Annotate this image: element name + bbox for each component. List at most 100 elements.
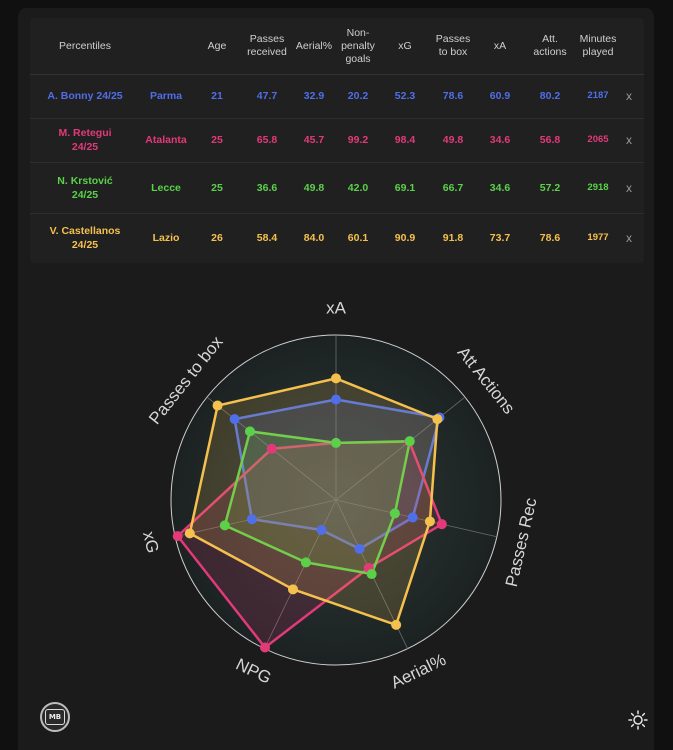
radar-point-3-5: [184, 528, 195, 539]
radar-point-3-0: [331, 373, 341, 384]
radar-point-3-1: [432, 414, 443, 425]
axis-label: xG: [139, 530, 162, 555]
percentiles-table: Percentiles Age Passes received Aerial% …: [30, 18, 644, 263]
radar-point-2-6: [244, 426, 255, 437]
age-value: 26: [211, 231, 223, 244]
radar-point-0-2: [407, 512, 418, 523]
team-name: Lazio: [152, 231, 180, 244]
passes-to-box-value: 66.7: [442, 181, 464, 194]
player-name: M. Retegui 24/25: [58, 127, 112, 153]
player-name: N. Krstović 24/25: [57, 174, 113, 201]
radar-point-2-2: [389, 508, 400, 519]
radar-point-1-5: [172, 531, 183, 542]
passes-received-value: 65.8: [256, 134, 278, 146]
aerial-value: 32.9: [303, 90, 325, 102]
header-passes-received: Passes received: [247, 33, 287, 58]
passes-received-value: 58.4: [256, 231, 278, 244]
radar-axis-line: [264, 499, 337, 649]
npg-value: 42.0: [347, 181, 369, 194]
passes-to-box-value: 91.8: [442, 231, 464, 244]
radar-point-3-3: [391, 619, 402, 630]
passes-received-value: 36.6: [256, 181, 278, 194]
xa-value: 60.9: [489, 90, 511, 102]
radar-point-0-4: [316, 525, 327, 536]
att-actions-value: 80.2: [539, 90, 561, 102]
aerial-value: 45.7: [303, 134, 325, 146]
xa-value: 34.6: [489, 134, 511, 146]
radar-point-3-6: [212, 400, 223, 411]
axis-label: Aerial%: [388, 650, 449, 693]
radar-point-0-5: [246, 514, 257, 525]
npg-value: 60.1: [347, 231, 369, 244]
radar-point-2-0: [331, 437, 341, 448]
remove-player-button[interactable]: x: [626, 89, 632, 103]
age-value: 21: [211, 90, 223, 102]
team-name: Atalanta: [145, 134, 187, 146]
radar-point-1-4: [259, 642, 270, 653]
radar-point-0-0: [331, 394, 341, 405]
table-header: Percentiles Age Passes received Aerial% …: [30, 18, 644, 75]
radar-point-2-5: [219, 520, 230, 531]
team-name: Parma: [149, 90, 183, 102]
remove-player-button[interactable]: x: [626, 133, 632, 147]
minutes-value: 1977: [587, 231, 609, 243]
radar-axis-line: [335, 396, 466, 501]
remove-player-button[interactable]: x: [626, 230, 632, 245]
player-name: A. Bonny 24/25: [47, 90, 123, 102]
radar-point-3-4: [287, 584, 298, 595]
radar-series-1: [176, 440, 444, 649]
minutes-value: 2187: [587, 90, 609, 101]
radar-point-1-2: [436, 519, 447, 530]
age-value: 25: [211, 134, 223, 146]
aerial-value: 49.8: [303, 181, 325, 194]
radar-point-2-4: [300, 557, 311, 568]
player-name: V. Castellanos 24/25: [49, 224, 121, 251]
age-value: 25: [211, 181, 223, 194]
xa-value: 73.7: [489, 231, 511, 244]
radar-point-0-6: [229, 414, 240, 425]
header-percentiles: Percentiles: [59, 39, 111, 52]
radar-series-3: [188, 377, 439, 627]
logo-text: MB: [45, 709, 65, 725]
header-xa: xA: [493, 39, 507, 52]
sun-icon[interactable]: [628, 710, 648, 730]
aerial-value: 84.0: [303, 231, 325, 244]
table-row-krstovic: N. Krstović 24/25 Lecce 25 36.6 49.8 42.…: [30, 162, 644, 214]
minutes-value: 2065: [587, 134, 609, 145]
header-passes-to-box: Passes to box: [435, 33, 471, 58]
passes-received-value: 47.7: [256, 90, 278, 102]
radar-point-2-1: [404, 436, 415, 447]
header-att-actions: Att. actions: [533, 33, 567, 58]
xg-value: 98.4: [394, 134, 416, 146]
passes-to-box-value: 49.8: [442, 134, 464, 146]
radar-series-2: [223, 430, 412, 576]
mb-logo-icon: MB: [40, 702, 70, 732]
att-actions-value: 56.8: [539, 134, 561, 146]
axis-label: NPG: [233, 655, 274, 688]
xg-value: 90.9: [394, 231, 416, 244]
remove-player-button[interactable]: x: [626, 180, 632, 195]
xg-value: 52.3: [394, 90, 416, 102]
table-row-retegui: M. Retegui 24/25 Atalanta 25 65.8 45.7 9…: [30, 118, 644, 163]
table-row-bonny: A. Bonny 24/25 Parma 21 47.7 32.9 20.2 5…: [30, 74, 644, 119]
header-aerial: Aerial%: [295, 39, 333, 52]
header-xg: xG: [398, 39, 412, 52]
radar-point-0-3: [354, 543, 365, 554]
att-actions-value: 57.2: [539, 181, 561, 194]
header-npg: Non- penalty goals: [341, 26, 375, 65]
header-minutes-played: Minutes played: [579, 33, 617, 58]
table-row-castellanos: V. Castellanos 24/25 Lazio 26 58.4 84.0 …: [30, 213, 644, 262]
npg-value: 99.2: [347, 134, 369, 146]
team-name: Lecce: [151, 181, 181, 194]
radar-point-3-2: [424, 516, 435, 527]
npg-value: 20.2: [347, 90, 369, 102]
xg-value: 69.1: [394, 181, 416, 194]
header-age: Age: [207, 39, 227, 52]
passes-to-box-value: 78.6: [442, 90, 464, 102]
radar-point-2-3: [366, 569, 377, 580]
axis-label: xA: [326, 298, 347, 317]
axis-label: Passes Rec: [502, 495, 541, 588]
minutes-value: 2918: [587, 181, 609, 193]
att-actions-value: 78.6: [539, 231, 561, 244]
